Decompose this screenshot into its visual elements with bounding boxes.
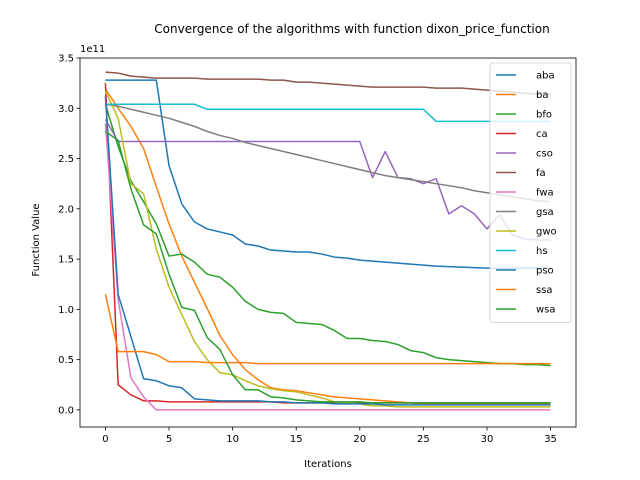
legend-box (489, 62, 572, 323)
x-tick-label: 35 (544, 434, 557, 445)
series-line-cso (104, 118, 551, 241)
x-tick-label: 30 (481, 434, 494, 445)
y-tick-label: 1.0 (58, 305, 74, 316)
series-line-gwo (104, 90, 551, 408)
y-tick-label: 0.5 (58, 355, 74, 366)
plot-area: 0 5 10 15 20 25 30 35 0.0 0.5 1.0 1.5 2.0 2.5 3.0 3.5 (58, 54, 577, 445)
legend-label-fwa: fwa (536, 188, 554, 199)
y-tick-label: 0.0 (58, 405, 74, 416)
series-line-bfo (104, 104, 551, 367)
series-line-gsa (105, 103, 551, 203)
x-tick-label: 15 (290, 434, 303, 445)
y-tick-label: 2.0 (58, 204, 74, 215)
legend-label-bfo: bfo (536, 110, 552, 121)
x-tick-label: 0 (102, 434, 108, 445)
y-tick-label: 3.0 (58, 104, 74, 115)
x-tick-label: 10 (226, 434, 239, 445)
series-line-fwa (104, 123, 551, 411)
series-line-aba (105, 79, 551, 269)
legend-label-ssa: ssa (536, 285, 553, 296)
legend-label-ca: ca (536, 129, 548, 140)
legend: aba ba bfo ca cso fa fwa gsa gwo hs pso ssa wsa (489, 62, 572, 323)
y-multiplier-label: 1e11 (80, 44, 105, 55)
legend-label-gsa: gsa (536, 207, 554, 218)
series-line-wsa (105, 130, 551, 404)
chart-title: Convergence of the algorithms with funct… (154, 22, 549, 36)
y-tick-label: 2.5 (58, 154, 74, 165)
x-tick-label: 25 (417, 434, 430, 445)
series-line-ba (104, 88, 551, 405)
series-line-hs (105, 103, 551, 123)
x-tick-label: 5 (166, 434, 172, 445)
y-axis-label: Function Value (31, 203, 42, 276)
x-axis-label: Iterations (304, 459, 352, 470)
y-tick-label: 3.5 (58, 54, 74, 65)
legend-label-hs: hs (536, 246, 548, 257)
legend-label-ba: ba (536, 90, 548, 101)
legend-label-cso: cso (536, 149, 553, 160)
axes-frame (79, 57, 577, 428)
legend-label-fa: fa (536, 168, 546, 179)
y-tick-label: 1.5 (58, 255, 74, 266)
legend-label-pso: pso (536, 266, 554, 277)
legend-label-gwo: gwo (536, 227, 557, 238)
x-tick-label: 20 (353, 434, 366, 445)
legend-label-wsa: wsa (536, 305, 556, 316)
legend-label-aba: aba (536, 71, 555, 82)
series-line-fa (105, 71, 551, 95)
series-line-pso (104, 96, 551, 406)
series-line-ssa (104, 294, 551, 365)
